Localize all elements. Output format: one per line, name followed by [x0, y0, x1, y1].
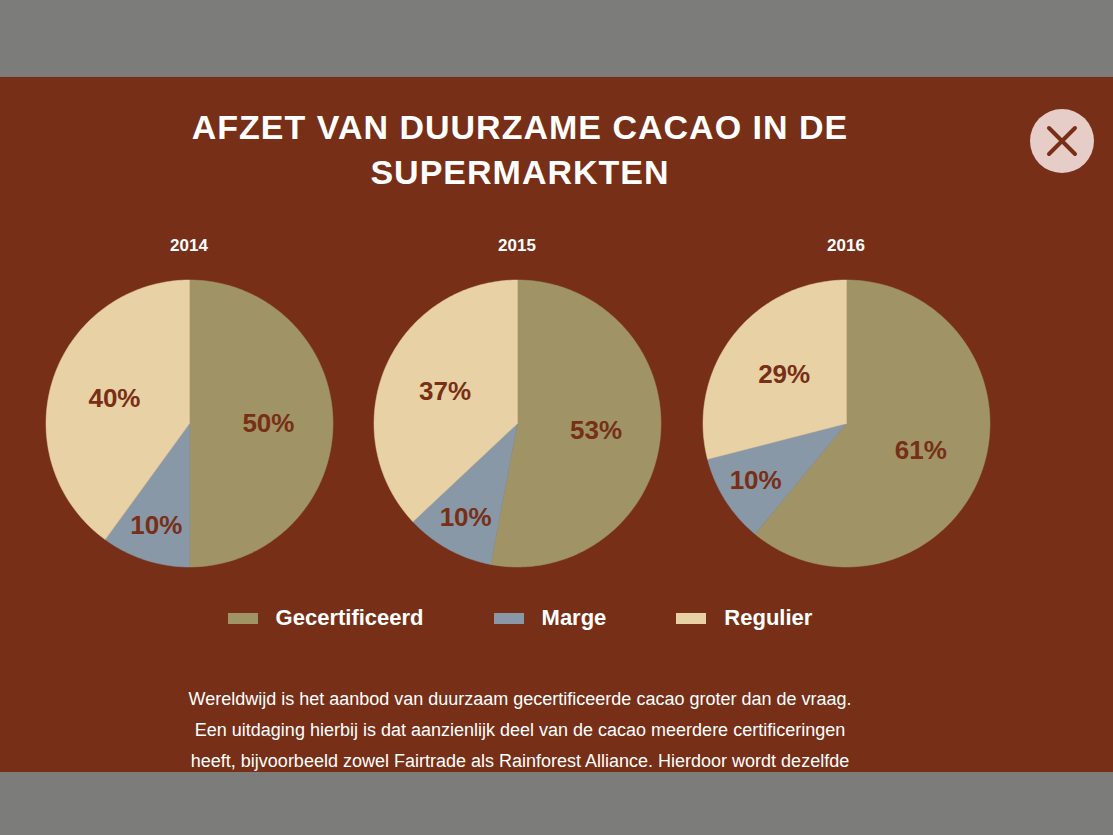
svg-text:53%: 53% [570, 415, 622, 445]
svg-text:37%: 37% [419, 376, 471, 406]
svg-text:40%: 40% [88, 383, 140, 413]
html-text:AFZET VAN DUURZAME CACAO IN DE: AFZET VAN DUURZAME CACAO IN DE SUPERMARK… [191, 108, 849, 191]
html-text:Marge: Marge [541, 605, 607, 630]
html-text:2015: 2015 [498, 236, 536, 255]
html-text:Wereldwijd is het aanbod van d: Wereldwijd is het aanbod van duurzaam ge… [188, 689, 852, 709]
svg-text:61%: 61% [895, 435, 947, 465]
svg-text:10%: 10% [130, 510, 182, 540]
svg-text:50%: 50% [242, 408, 294, 438]
html-text:heeft, bijvoorbeeld zowel Fair: heeft, bijvoorbeeld zowel Fairtrade als … [190, 751, 850, 771]
html-text:Regulier: Regulier [724, 605, 813, 630]
html-text:2014: 2014 [170, 236, 208, 255]
svg-text:29%: 29% [758, 359, 810, 389]
html-text:2016: 2016 [827, 236, 865, 255]
html-text:Een uitdaging hierbij is dat a: Een uitdaging hierbij is dat aanzienlijk… [194, 720, 846, 740]
svg-text:10%: 10% [440, 502, 492, 532]
svg-text:10%: 10% [730, 465, 782, 495]
html-text:Gecertificeerd: Gecertificeerd [275, 605, 424, 630]
